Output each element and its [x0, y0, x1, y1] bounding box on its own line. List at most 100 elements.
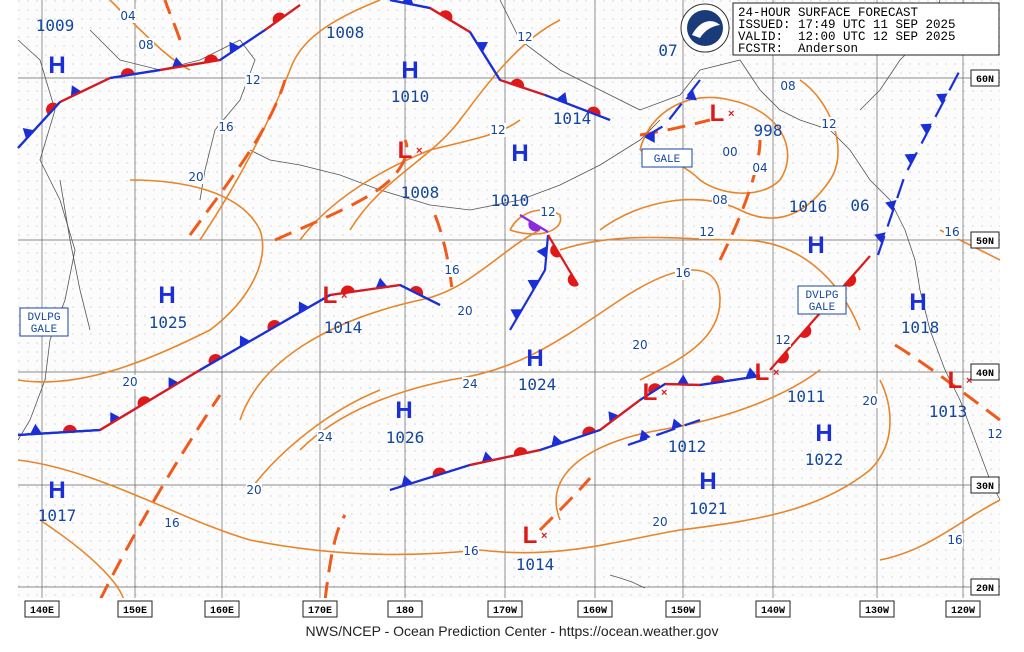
- isobar-label-bg: [218, 120, 234, 134]
- warning-box: [19, 307, 69, 337]
- pressure-label: 06: [850, 196, 869, 215]
- footer-credit: NWS/NCEP - Ocean Prediction Center - htt…: [306, 623, 719, 639]
- pressure-label: 1026: [386, 428, 425, 447]
- low-center: L: [755, 359, 770, 386]
- isobar-label-bg: [317, 430, 333, 444]
- cold-front-pip: [375, 277, 388, 289]
- lon-label: 170W: [493, 606, 517, 617]
- isobar-label: 12: [775, 333, 790, 347]
- warm-front-pip: [46, 102, 58, 115]
- pressure-label: 1010: [491, 191, 530, 210]
- low-center: L: [398, 137, 413, 164]
- warm-front-pip: [272, 12, 286, 24]
- pressure-label: 1010: [391, 87, 430, 106]
- front-line: [627, 418, 701, 447]
- lon-label: 140W: [761, 606, 785, 617]
- low-center: L: [523, 522, 538, 549]
- lat-label: 60N: [976, 75, 994, 86]
- warm-front-pip: [528, 220, 542, 232]
- cold-front-pip: [22, 127, 35, 140]
- warm-front-pip: [439, 10, 453, 21]
- warm-front-pip: [648, 383, 662, 395]
- isobar-label-bg: [490, 123, 506, 137]
- high-center: H: [511, 140, 528, 167]
- front-segment: [159, 58, 221, 72]
- low-marker: ×: [341, 290, 347, 302]
- low-marker: ×: [773, 367, 779, 379]
- warm-front-pip: [62, 424, 77, 433]
- lat-label: 50N: [976, 237, 994, 248]
- front-segment: [264, 4, 301, 31]
- lon-label-box: [487, 600, 523, 618]
- front-segment: [109, 68, 161, 80]
- isobar-label: 20: [652, 515, 667, 529]
- front-segment: [59, 77, 111, 103]
- high-center: H: [401, 57, 418, 84]
- low-marker: ×: [966, 375, 972, 387]
- header-line: VALID: 12:00 UTC 12 SEP 2025: [738, 30, 956, 44]
- low-center: L: [323, 282, 338, 309]
- pressure-label: 1013: [929, 402, 968, 421]
- warning-box: [641, 148, 693, 168]
- noaa-bird: [692, 21, 720, 38]
- lon-label-box: [24, 600, 60, 618]
- cold-front-pip: [644, 131, 655, 143]
- front-segment: [389, 0, 431, 10]
- isobar-label: 16: [164, 516, 179, 530]
- pressure-label: 1024: [518, 375, 557, 394]
- front-segment: [469, 448, 541, 467]
- isobar-label: 00: [722, 145, 737, 159]
- warm-front-pip: [510, 78, 525, 88]
- cold-front-pip: [885, 200, 897, 212]
- isobar-label-bg: [120, 9, 136, 23]
- isobar-label: 20: [188, 170, 203, 184]
- front-segment: [429, 7, 471, 33]
- cold-front-pip: [904, 153, 917, 165]
- lon-label-box: [117, 600, 153, 618]
- lon-label-box: [204, 600, 240, 618]
- isobar-label: 12: [699, 225, 714, 239]
- cold-front-pip: [671, 418, 683, 430]
- isobar-label: 08: [780, 79, 795, 93]
- lon-label-box: [945, 600, 981, 618]
- warm-front-pip: [137, 396, 151, 407]
- header-line: FCSTR: Anderson: [738, 42, 858, 56]
- isobar-label-bg: [444, 263, 460, 277]
- isobar-label: 16: [463, 544, 478, 558]
- cold-front-pip: [551, 434, 563, 447]
- cold-front-pip: [936, 93, 948, 105]
- front-segment: [389, 463, 471, 492]
- isobar-label-bg: [457, 304, 473, 318]
- front-segment: [17, 101, 61, 149]
- warning-label: GALE: [654, 154, 681, 166]
- isobar-label: 20: [246, 483, 261, 497]
- lat-label-box: [970, 578, 1000, 596]
- isobar-label: 24: [462, 377, 477, 391]
- low-center: L: [948, 367, 963, 394]
- front-line: [876, 69, 961, 256]
- isobar-label: 20: [862, 394, 877, 408]
- high-center: H: [48, 52, 65, 79]
- warning-label: DVLPG GALE: [805, 290, 838, 314]
- isobar-label: 04: [120, 9, 135, 23]
- isobar-label-bg: [517, 30, 533, 44]
- high-center: H: [158, 282, 175, 309]
- cold-front-pip: [70, 85, 82, 97]
- low-center: L: [710, 100, 725, 127]
- isobar-label-bg: [775, 333, 791, 347]
- front-segment: [17, 428, 101, 437]
- isobar-label: 04: [752, 161, 767, 175]
- lon-label: 150W: [671, 606, 695, 617]
- pressure-label: 1014: [553, 109, 592, 128]
- isobar-label-bg: [122, 375, 138, 389]
- pressure-label: 1016: [789, 197, 828, 216]
- cold-front-pip: [536, 246, 548, 259]
- low-marker: ×: [416, 145, 422, 157]
- isobar-label: 12: [490, 123, 505, 137]
- warm-front-pip: [513, 447, 528, 456]
- lon-label: 160E: [210, 606, 234, 617]
- header-line: ISSUED: 17:49 UTC 11 SEP 2025: [738, 18, 956, 32]
- pressure-label: 1014: [516, 555, 555, 574]
- isobar-label-bg: [245, 73, 261, 87]
